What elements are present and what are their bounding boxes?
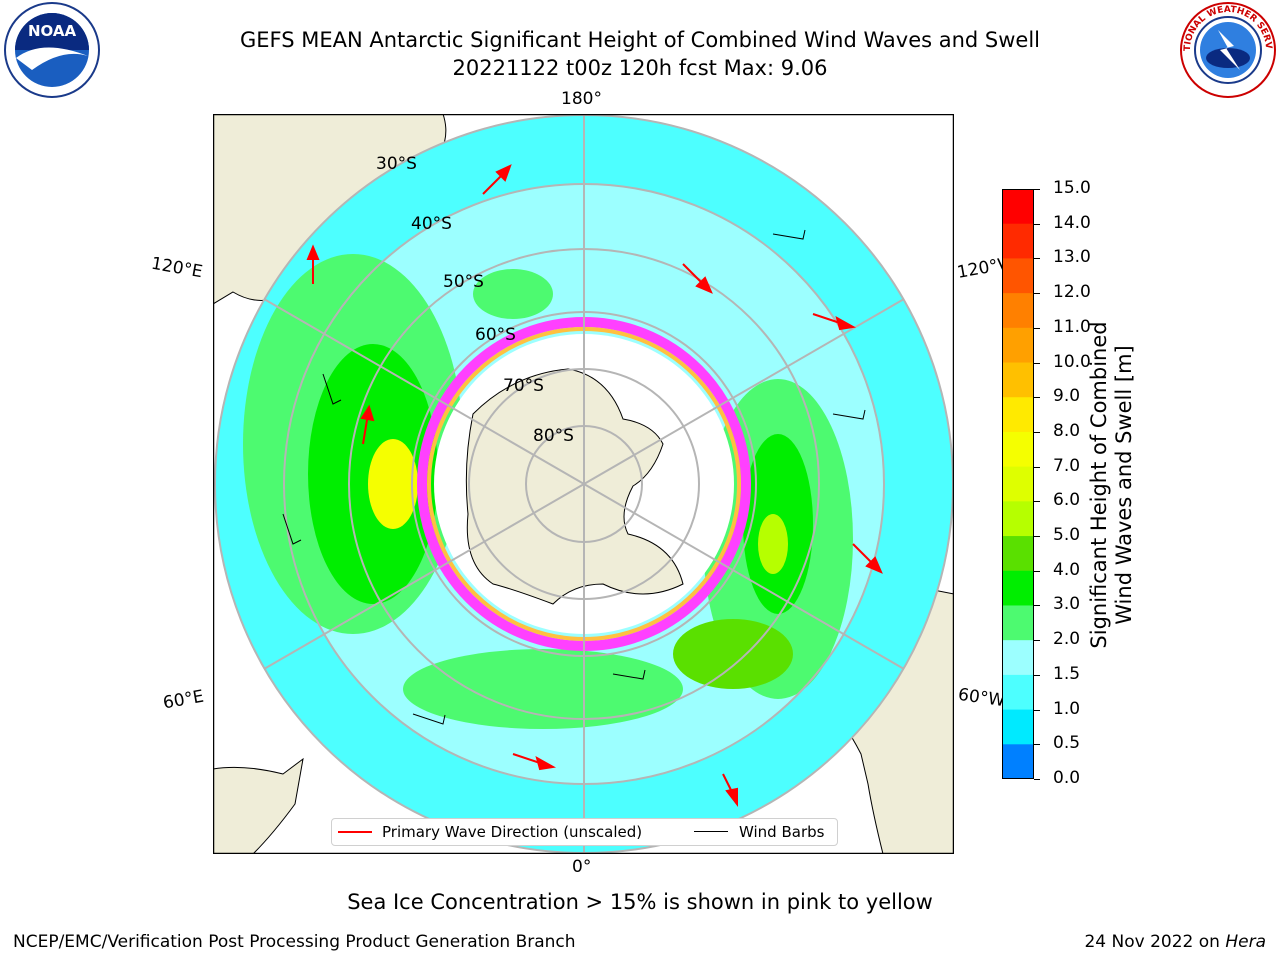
colorbar-label-line-1: Significant Height of Combined [1087, 321, 1111, 649]
colorbar-swatch [1002, 397, 1034, 433]
colorbar-tick-label: 7.0 [1053, 455, 1081, 476]
colorbar-tick-label: 1.0 [1053, 698, 1081, 719]
host-name: Hera [1225, 932, 1266, 952]
colorbar-tick-label: 9.0 [1053, 386, 1081, 407]
colorbar-swatch [1002, 570, 1034, 606]
lon-label-180: 180° [561, 89, 602, 109]
lat-label-80s: 80°S [533, 426, 574, 446]
legend-barb-label: Wind Barbs [739, 823, 825, 841]
colorbar-tick-label: 5.0 [1053, 525, 1081, 546]
colorbar-tick-label: 6.0 [1053, 490, 1081, 511]
colorbar-tick-mark [1034, 674, 1040, 676]
colorbar-tick-label: 10.0 [1053, 351, 1091, 372]
chart-title: GEFS MEAN Antarctic Significant Height o… [0, 26, 1280, 82]
colorbar-tick-mark [1034, 536, 1040, 538]
colorbar-tick-mark [1034, 223, 1040, 225]
colorbar-tick-label: 1.5 [1053, 663, 1081, 684]
title-line-1: GEFS MEAN Antarctic Significant Height o… [239, 28, 1041, 52]
colorbar-tick-mark [1034, 466, 1040, 468]
wave-direction-arrows [306, 164, 883, 807]
lon-label-60e: 60°E [161, 686, 206, 714]
colorbar-tick-mark [1034, 640, 1040, 642]
colorbar-tick-label: 2.0 [1053, 629, 1081, 650]
legend-barb-swatch [694, 831, 728, 832]
lon-label-120e: 120°E [149, 253, 205, 283]
colorbar-swatch [1002, 466, 1034, 502]
colorbar-swatch [1002, 362, 1034, 398]
lat-label-30s: 30°S [376, 154, 417, 174]
colorbar-tick-mark [1034, 779, 1040, 780]
wave-field-southern [403, 649, 683, 729]
colorbar-swatch [1002, 501, 1034, 537]
colorbar-tick-mark [1034, 327, 1040, 329]
colorbar-label: Significant Height of Combined Wind Wave… [1087, 321, 1137, 648]
colorbar-tick-mark [1034, 431, 1040, 433]
legend-wave-swatch [338, 831, 372, 833]
map-canvas: 30°S 40°S 50°S 60°S 70°S 80°S [212, 113, 955, 855]
colorbar-swatch [1002, 258, 1034, 294]
colorbar-tick-mark [1034, 744, 1040, 746]
colorbar-tick-label: 3.0 [1053, 594, 1081, 615]
colorbar-tick-label: 0.5 [1053, 733, 1081, 754]
colorbar-swatch [1002, 189, 1034, 225]
producer-credit: NCEP/EMC/Verification Post Processing Pr… [13, 932, 576, 952]
colorbar-swatch [1002, 327, 1034, 364]
noaa-emblem-icon: NOAA [4, 2, 100, 98]
map-legend: Primary Wave Direction (unscaled) Wind B… [331, 818, 838, 846]
sea-ice-footnote: Sea Ice Concentration > 15% is shown in … [347, 890, 933, 914]
colorbar-swatches [1002, 189, 1034, 780]
colorbar-tick-mark [1034, 709, 1040, 711]
antarctica-land [465, 368, 684, 605]
colorbar-swatch [1002, 674, 1034, 711]
colorbar-tick-label: 12.0 [1053, 282, 1091, 303]
colorbar-swatch [1002, 640, 1034, 676]
colorbar-tick-label: 4.0 [1053, 559, 1081, 580]
wind-barbs [282, 229, 866, 725]
legend-wave-label: Primary Wave Direction (unscaled) [382, 823, 643, 841]
colorbar-swatch [1002, 605, 1034, 641]
colorbar-tick-label: 0.0 [1053, 768, 1081, 788]
colorbar-swatch [1002, 536, 1034, 572]
colorbar-tick-mark [1034, 258, 1040, 260]
colorbar-tick-mark [1034, 397, 1040, 399]
polar-map: 30°S 40°S 50°S 60°S 70°S 80°S [212, 113, 955, 855]
colorbar-tick-label: 8.0 [1053, 420, 1081, 441]
colorbar-tick-mark [1034, 293, 1040, 295]
colorbar-label-line-2: Wind Waves and Swell [m] [1112, 345, 1136, 625]
nws-logo: NATIONAL WEATHER SERVICE [1174, 0, 1278, 100]
run-date-text: 24 Nov 2022 on [1084, 932, 1226, 952]
lat-label-70s: 70°S [503, 376, 544, 396]
colorbar-tick-mark [1034, 501, 1040, 503]
colorbar-tick-mark [1034, 362, 1040, 364]
colorbar-tick-label: 13.0 [1053, 247, 1091, 268]
colorbar-tick-mark [1034, 570, 1040, 572]
lat-label-60s: 60°S [475, 325, 516, 345]
colorbar-tick-mark [1034, 605, 1040, 607]
nws-emblem-icon: NATIONAL WEATHER SERVICE [1174, 0, 1276, 98]
lon-label-60w: 60°W [956, 684, 1007, 712]
colorbar-tick-label: 11.0 [1053, 316, 1091, 337]
colorbar-swatch [1002, 223, 1034, 259]
lat-label-50s: 50°S [443, 272, 484, 292]
title-line-2: 20221122 t00z 120h fcst Max: 9.06 [452, 56, 828, 80]
africa-land [213, 757, 304, 854]
colorbar-tick-label: 14.0 [1053, 212, 1091, 233]
colorbar-tick-mark [1034, 189, 1040, 190]
colorbar-swatch [1002, 744, 1034, 780]
svg-text:NOAA: NOAA [28, 22, 77, 40]
colorbar [1002, 189, 1034, 780]
run-date-credit: 24 Nov 2022 on Hera [1084, 932, 1266, 952]
lon-label-0: 0° [572, 857, 592, 877]
colorbar-swatch [1002, 293, 1034, 329]
lat-label-40s: 40°S [411, 214, 452, 234]
colorbar-swatch [1002, 709, 1034, 745]
noaa-logo: NOAA [2, 0, 102, 100]
colorbar-tick-label: 15.0 [1053, 178, 1091, 198]
colorbar-swatch [1002, 431, 1034, 468]
